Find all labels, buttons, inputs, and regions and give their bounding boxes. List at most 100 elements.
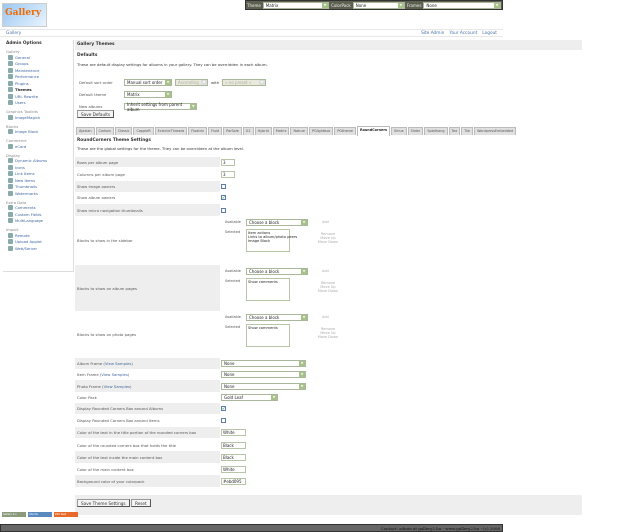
color-pack-select[interactable]: Gold Leaf ▼ <box>221 394 278 401</box>
new-albums-select[interactable]: Inherit settings from parent album ▼ <box>124 102 197 112</box>
sidebar-item-upload-applet[interactable]: Upload Applet <box>6 239 70 246</box>
rows-per-page-input[interactable]: 3 <box>221 158 235 166</box>
show-image-owners-checkbox[interactable] <box>221 184 226 189</box>
selected-label: Selected <box>225 279 241 283</box>
sidebar-item-multilanguage[interactable]: MultiLanguage <box>6 218 70 225</box>
move-up-button[interactable]: Move Up <box>320 331 336 335</box>
sidebar-blocks-available-select[interactable]: Choose a block ▼ <box>246 219 308 226</box>
album-blocks-available-select[interactable]: Choose a block ▼ <box>246 268 308 275</box>
tab-porsale[interactable]: PorSale <box>223 127 242 135</box>
content-text-color-input[interactable]: Black <box>221 453 246 461</box>
default-theme-select[interactable]: Matrix ▼ <box>124 91 172 98</box>
tab-roundcorners[interactable]: RoundCorners <box>356 126 391 136</box>
columns-per-page-input[interactable]: 3 <box>221 171 235 178</box>
move-down-button[interactable]: Move Down <box>317 289 339 293</box>
move-up-button[interactable]: Move Up <box>320 236 336 240</box>
tab-fluid[interactable]: Fluid <box>208 127 223 135</box>
sidebar-item-maintenance[interactable]: Maintenance <box>6 67 70 74</box>
album-frame-select[interactable]: None ▼ <box>221 360 306 367</box>
remove-button[interactable]: Remove <box>320 232 336 236</box>
sidebar-item-groups[interactable]: Groups <box>6 61 70 68</box>
tab-eclecticthreads[interactable]: EclecticThreads <box>154 127 188 135</box>
rc-albums-checkbox[interactable]: ✔ <box>221 406 226 411</box>
sidebar-item-custom-fields[interactable]: Custom Fields <box>6 211 70 218</box>
add-button[interactable]: Add <box>322 269 329 273</box>
item-frame-select[interactable]: None ▼ <box>221 371 306 378</box>
sidebar-item-thumbnails[interactable]: Thumbnails <box>6 184 70 191</box>
photo-blocks-selected-list[interactable]: Show comments <box>246 324 290 347</box>
remove-button[interactable]: Remove <box>320 327 336 331</box>
photo-frame-select[interactable]: None ▼ <box>221 382 306 390</box>
logout-link[interactable]: Logout <box>482 31 497 36</box>
tab-ajaxian[interactable]: Ajaxian <box>76 127 95 135</box>
ubuntu-badge[interactable]: Ubuntu <box>28 512 52 517</box>
sidebar-blocks-selected-list[interactable]: Item actions Links to album/photo peers … <box>246 229 297 252</box>
gallery-badge[interactable]: Gallery 2.x <box>2 512 26 517</box>
rc-items-checkbox[interactable] <box>221 417 226 423</box>
sidebar-item-imagemagick[interactable]: ImageMagick <box>6 114 70 121</box>
add-button[interactable]: Add <box>322 315 329 319</box>
colorpack-bg-input[interactable]: #ebd095 <box>221 477 246 485</box>
sidebar-item-ecard[interactable]: eCard <box>6 143 70 150</box>
sidebar-item-url-rewrite[interactable]: URL Rewrite <box>6 93 70 100</box>
view-samples-link[interactable]: View Samples <box>103 383 131 389</box>
tab-slider[interactable]: Slider <box>407 127 424 135</box>
sidebar-item-web-server[interactable]: Web/Server <box>6 245 70 252</box>
tab-classic[interactable]: Classic <box>114 127 133 135</box>
sidebar-item-plugins[interactable]: Plugins <box>6 80 70 87</box>
tab-hybrid[interactable]: Hybrid <box>254 127 272 135</box>
tab-nature[interactable]: Nature <box>290 127 308 135</box>
tab-tile[interactable]: Tile <box>461 127 474 135</box>
move-down-button[interactable]: Move Down <box>317 335 339 339</box>
colorpack-select[interactable]: None ▼ <box>352 1 405 9</box>
tab-wordpressembedded[interactable]: WordpressEmbedded <box>474 127 517 135</box>
tab-matrix[interactable]: Matrix <box>272 127 290 135</box>
sidebar-item-new-items[interactable]: New Items <box>6 177 70 184</box>
save-theme-settings-button[interactable]: Save Theme Settings <box>77 499 130 507</box>
sidebar-item-users[interactable]: Users <box>6 100 70 107</box>
album-blocks-selected-list[interactable]: Show comments <box>246 278 290 301</box>
tab-carbon[interactable]: Carbon <box>95 127 114 135</box>
frames-select[interactable]: None ▼ <box>423 1 501 9</box>
move-down-button[interactable]: Move Down <box>317 240 339 244</box>
show-micro-nav-checkbox[interactable] <box>221 207 226 213</box>
sidebar-item-watermarks[interactable]: Watermarks <box>6 190 70 197</box>
tab-cappler[interactable]: CappleR <box>133 127 154 135</box>
content-box-color-input[interactable]: White <box>221 465 246 473</box>
tab-splathang[interactable]: Splathang <box>424 127 448 135</box>
sidebar-item-comments[interactable]: Comments <box>6 205 70 212</box>
view-samples-link[interactable]: View Samples <box>104 361 132 366</box>
reset-button[interactable]: Reset <box>130 499 151 507</box>
theme-select[interactable]: Matrix ▼ <box>262 1 330 9</box>
tab-siriux[interactable]: Siriux <box>391 127 407 135</box>
photo-blocks-available-select[interactable]: Choose a block ▼ <box>246 314 308 321</box>
view-samples-link[interactable]: View Samples <box>101 372 128 377</box>
remove-button[interactable]: Remove <box>320 281 336 285</box>
tab-g1[interactable]: G1 <box>242 127 254 135</box>
site-admin-link[interactable]: Site Admin <box>421 31 445 36</box>
tab-pgtheme[interactable]: PGtheme <box>334 127 356 135</box>
tab-floatrix[interactable]: Floatrix <box>188 127 207 135</box>
sidebar-item-performance[interactable]: Performance <box>6 74 70 81</box>
move-up-button[interactable]: Move Up <box>320 285 336 289</box>
sidebar-item-icons[interactable]: Icons <box>6 164 70 171</box>
sidebar-item-dynamic-albums[interactable]: Dynamic Albums <box>6 158 70 165</box>
sidebar-item-themes[interactable]: Themes <box>6 87 70 94</box>
sidebar-item-image-block[interactable]: Image Block <box>6 129 70 136</box>
sidebar-item-general[interactable]: General <box>6 54 70 61</box>
show-album-owners-checkbox[interactable]: ✔ <box>221 195 226 200</box>
title-box-color-input[interactable]: Black <box>221 441 246 449</box>
setting-label-cell: Color of the main content box <box>75 467 220 472</box>
tab-tea[interactable]: Tea <box>448 127 461 135</box>
tab-pglightbox[interactable]: PGlightbox <box>308 127 334 135</box>
breadcrumb-gallery[interactable]: Gallery <box>6 31 22 36</box>
save-defaults-button[interactable]: Save Defaults <box>77 110 115 118</box>
sidebar-item-remote[interactable]: Remote <box>6 232 70 239</box>
add-button[interactable]: Add <box>322 220 329 224</box>
sidebar-item-link-items[interactable]: Link Items <box>6 171 70 178</box>
your-account-link[interactable]: Your Account <box>449 31 478 36</box>
rss-badge[interactable]: RSS feed <box>54 512 78 517</box>
title-text-color-input[interactable]: White <box>221 429 246 436</box>
gallery-logo[interactable]: Gallery <box>2 3 47 27</box>
sort-order-select[interactable]: Manual sort order ▼ <box>124 79 172 86</box>
